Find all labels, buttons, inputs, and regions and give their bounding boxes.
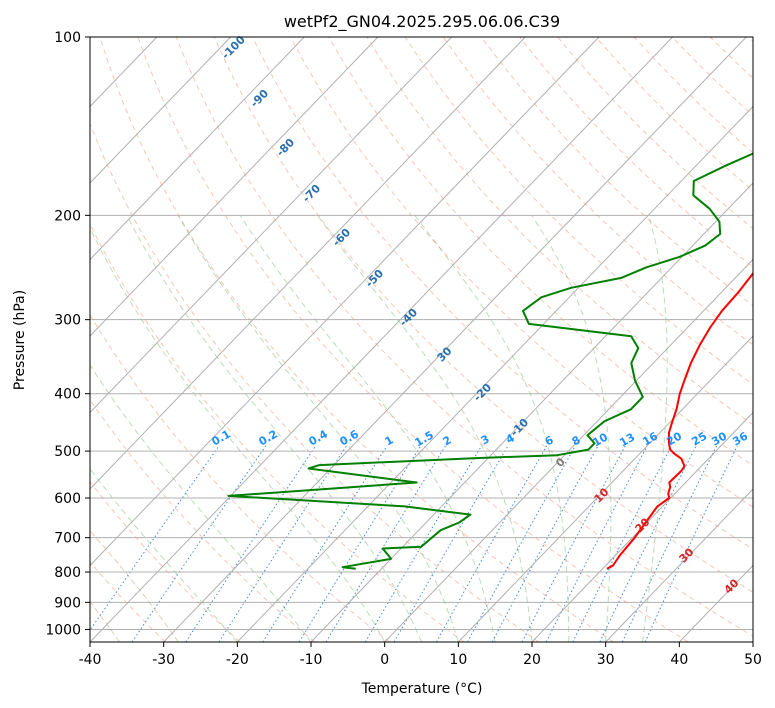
y-tick-label: 1000 <box>45 622 81 638</box>
mixing-ratio-line <box>545 445 648 642</box>
y-tick-label: 900 <box>54 595 81 611</box>
mixing-ratio-line <box>262 445 388 642</box>
mixing-ratio-line <box>185 445 317 642</box>
isotherm-line <box>90 37 600 567</box>
x-tick-label: -30 <box>152 652 175 668</box>
isotherm-line <box>90 37 673 642</box>
background-guide-lines <box>90 37 753 642</box>
chart-title: wetPf2_GN04.2025.295.06.06.C39 <box>284 12 560 32</box>
isotherm-line <box>531 411 753 642</box>
moist-adiabat-line <box>642 215 668 642</box>
isotherm-line <box>457 335 753 642</box>
y-tick-label: 800 <box>54 565 81 581</box>
x-axis-label: Temperature (°C) <box>361 681 483 697</box>
isotherm-line <box>605 488 753 642</box>
mixing-ratio-line <box>467 445 576 642</box>
dry-adiabat-line <box>404 37 753 386</box>
moist-adiabat-line <box>126 215 422 642</box>
sounding-profiles <box>227 152 753 570</box>
mixing-ratio-line <box>90 445 220 632</box>
isotherm-line <box>90 37 231 184</box>
x-axis-ticks: -40 -30 -20 -10 0 10 20 30 40 50 <box>79 642 762 668</box>
isotherm-line <box>90 37 305 261</box>
isotherm-line <box>163 37 747 642</box>
y-axis-ticks: 100 200 300 400 500 600 700 800 900 1000 <box>45 30 90 638</box>
dry-adiabat-line <box>290 37 753 508</box>
y-tick-label: 300 <box>54 313 81 329</box>
moist-adiabat-line <box>317 215 533 642</box>
y-tick-label: 500 <box>54 444 81 460</box>
moist-adiabat-line <box>90 227 386 642</box>
temperature-profile-line <box>606 271 753 570</box>
dry-adiabat-line <box>442 37 753 346</box>
mixing-ratio-line <box>218 445 347 642</box>
isotherm-line <box>90 37 379 337</box>
dry-adiabat-line <box>99 37 614 642</box>
y-tick-label: 600 <box>54 491 81 507</box>
dewpoint-profile-line <box>227 152 753 570</box>
x-tick-label: 10 <box>449 652 467 668</box>
skewed-isotherm-lines <box>90 37 753 642</box>
mixing-ratio-line <box>131 445 267 642</box>
x-tick-label: -10 <box>300 652 323 668</box>
dry-adiabat-line <box>251 37 753 550</box>
dry-adiabat-line <box>90 222 465 642</box>
mixing-ratio-line <box>621 445 718 642</box>
y-tick-label: 100 <box>54 30 81 46</box>
isotherm-line <box>384 258 753 642</box>
moist-adiabat-line <box>531 215 612 642</box>
isotherm-line <box>90 37 526 490</box>
moist-adiabat-line <box>239 215 496 642</box>
isotherm-line <box>236 105 753 642</box>
mixing-ratio-line <box>435 445 548 642</box>
isotherm-line <box>310 182 753 642</box>
dry-adiabat-line <box>90 398 316 642</box>
plot-area <box>90 37 753 642</box>
x-tick-label: 50 <box>744 652 762 668</box>
dry-adiabat-line <box>328 37 753 467</box>
moist-adiabat-line <box>90 363 312 642</box>
y-tick-label: 700 <box>54 531 81 547</box>
mixing-ratio-line <box>599 445 697 642</box>
plot-frame <box>89 36 754 643</box>
y-tick-label: 400 <box>54 387 81 403</box>
mixing-ratio-line <box>572 445 672 642</box>
y-tick-label: 200 <box>54 208 81 224</box>
dry-adiabat-line <box>90 561 166 642</box>
x-tick-label: 0 <box>380 652 389 668</box>
isotherm-line <box>90 37 452 414</box>
mixing-ratio-line <box>298 445 422 642</box>
mixing-ratio-line <box>364 445 482 642</box>
x-tick-label: 30 <box>597 652 615 668</box>
x-tick-label: 20 <box>523 652 541 668</box>
x-tick-label: -40 <box>79 652 102 668</box>
x-tick-label: -20 <box>226 652 249 668</box>
isobar-gridlines <box>90 37 753 630</box>
y-axis-label: Pressure (hPa) <box>12 290 28 390</box>
moist-adiabat-line <box>414 214 570 642</box>
dry-adiabat-line <box>90 313 390 642</box>
x-tick-label: 40 <box>670 652 688 668</box>
